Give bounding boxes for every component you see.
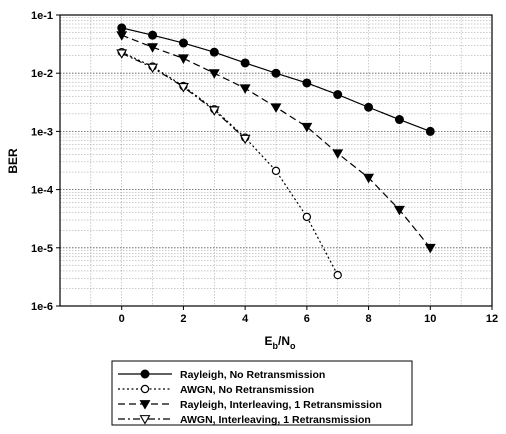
marker-filled-triangle (139, 400, 151, 410)
marker-filled-triangle (208, 69, 220, 79)
marker-open-circle (302, 212, 312, 222)
marker-open-circle (333, 270, 342, 280)
x-axis-label-mid: /N (278, 334, 290, 348)
x-axis-label-sub2: o (290, 341, 296, 351)
marker-filled-circle (364, 102, 374, 112)
legend-item: Rayleigh, No Retransmission (118, 369, 325, 381)
legend-label: AWGN, No Retransmission (180, 384, 314, 396)
marker-open-circle (271, 166, 281, 176)
legend: Rayleigh, No Retransmission AWGN, No Retr… (111, 360, 413, 426)
marker-filled-circle (178, 38, 188, 48)
marker-filled-triangle (177, 54, 189, 64)
plot-frame (59, 14, 493, 307)
marker-filled-triangle (116, 31, 128, 41)
tick-labels: 0 2 4 6 8 10 12 1e-6 1e-5 1e-4 1e-3 1e-2 1e-1 (31, 10, 498, 325)
marker-filled-triangle (147, 43, 159, 53)
marker-open-circle (140, 384, 150, 394)
x-axis-label: Eb/No (264, 334, 296, 351)
marker-filled-triangle (301, 122, 313, 133)
y-tick-label: 1e-3 (31, 126, 53, 138)
marker-filled-circle (425, 126, 435, 136)
legend-item: AWGN, Interleaving, 1 Retransmission (118, 414, 371, 426)
x-tick-label: 12 (486, 313, 498, 325)
marker-filled-triangle (424, 243, 436, 254)
x-axis-label-main: E (264, 334, 272, 348)
marker-open-triangle (208, 106, 220, 116)
marker-open-triangle (177, 83, 189, 93)
x-tick-label: 10 (424, 313, 436, 325)
marker-filled-circle (302, 78, 312, 88)
legend-item: Rayleigh, Interleaving, 1 Retransmission (118, 399, 382, 411)
marker-open-triangle (139, 415, 151, 425)
marker-filled-triangle (332, 149, 344, 159)
grid (60, 15, 492, 307)
legend-label: Rayleigh, Interleaving, 1 Retransmission (180, 399, 382, 411)
marker-filled-circle (140, 369, 150, 379)
x-tick-label: 4 (242, 313, 249, 325)
marker-filled-circle (271, 68, 281, 78)
marker-open-triangle (116, 49, 128, 59)
legend-label: Rayleigh, No Retransmission (180, 369, 325, 381)
marker-open-triangle (239, 134, 251, 145)
series-4 (116, 49, 251, 145)
marker-filled-circle (333, 90, 343, 100)
marker-filled-triangle (363, 173, 375, 184)
x-axis-label-sub1: b (273, 341, 279, 351)
marker-filled-circle (148, 30, 158, 40)
marker-open-triangle (147, 63, 159, 74)
y-tick-label: 1e-4 (31, 185, 54, 197)
y-tick-label: 1e-6 (31, 301, 53, 313)
y-tick-label: 1e-1 (31, 10, 53, 22)
marker-filled-triangle (393, 205, 405, 216)
marker-filled-circle (240, 58, 250, 68)
y-tick-label: 1e-2 (31, 68, 53, 80)
legend-box (111, 360, 413, 426)
marker-filled-triangle (270, 103, 282, 113)
x-tick-label: 8 (366, 313, 372, 325)
legend-label: AWGN, Interleaving, 1 Retransmission (180, 414, 371, 426)
legend-item: AWGN, No Retransmission (118, 384, 314, 396)
y-axis-label: BER (6, 148, 20, 174)
marker-filled-circle (117, 23, 127, 33)
x-tick-label: 6 (304, 313, 310, 325)
x-tick-label: 0 (119, 313, 125, 325)
y-tick-label: 1e-5 (31, 243, 53, 255)
series-1 (117, 23, 435, 136)
x-tick-label: 2 (180, 313, 186, 325)
marker-filled-circle (394, 115, 404, 125)
series-layer (116, 23, 436, 280)
marker-filled-circle (209, 47, 219, 57)
series-3 (116, 31, 436, 254)
marker-filled-triangle (239, 84, 251, 94)
